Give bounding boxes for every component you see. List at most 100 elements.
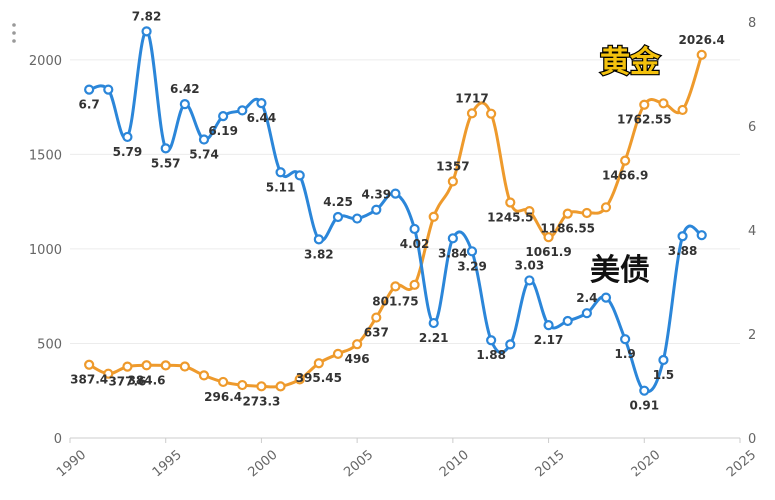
treasury-point	[543, 320, 554, 331]
treasury-data-label: 3.03	[515, 258, 545, 272]
gold-point	[677, 104, 688, 116]
gold-point	[275, 381, 286, 392]
y-left-tick-label: 0	[54, 432, 62, 447]
watermark-text: 雪球：Adada盘	[600, 465, 715, 484]
gold-point	[581, 207, 592, 219]
gold-point	[218, 376, 229, 388]
gold-data-label: 496	[345, 352, 370, 366]
treasury-point	[562, 315, 573, 327]
treasury-point	[352, 213, 363, 224]
treasury-point	[409, 223, 420, 235]
gold-point	[179, 361, 190, 372]
treasury-data-label: 6.7	[79, 98, 100, 112]
gold-data-label: 1186.55	[540, 222, 595, 236]
y-right-tick-label: 6	[748, 120, 756, 135]
treasury-data-label: 3.84	[438, 246, 468, 260]
gold-point	[332, 348, 344, 359]
y-left-tick-label: 1500	[29, 148, 62, 163]
treasury-point	[160, 143, 171, 154]
treasury-point	[466, 246, 478, 257]
treasury-point	[332, 211, 344, 223]
gold-point	[141, 360, 152, 371]
treasury-point	[390, 188, 401, 199]
watermark: 雪球：Adada盘	[571, 465, 715, 484]
treasury-data-label: 4.02	[400, 237, 430, 251]
treasury-data-label: 3.88	[668, 244, 698, 258]
treasury-data-label: 0.91	[629, 399, 659, 413]
gold-data-label: 1466.9	[602, 169, 648, 183]
gold-point	[543, 232, 554, 243]
treasury-point	[428, 317, 439, 329]
treasury-data-label: 7.82	[132, 9, 162, 23]
gold-point	[696, 49, 707, 60]
snowball-icon	[571, 466, 597, 482]
y-left-tick-label: 2000	[29, 54, 62, 69]
treasury-data-label: 3.29	[457, 259, 487, 273]
treasury-point	[524, 275, 535, 286]
y-left-tick-label: 500	[37, 337, 62, 352]
gold-point	[620, 155, 631, 166]
gold-point	[447, 176, 458, 187]
gold-data-label: 384.6	[128, 373, 166, 387]
gold-point	[84, 359, 95, 370]
treasury-point	[505, 339, 516, 350]
treasury-data-label: 5.79	[113, 145, 143, 159]
gold-data-label: 273.3	[242, 394, 280, 408]
treasury-point	[218, 111, 229, 122]
treasury-point	[600, 292, 612, 303]
treasury-data-label: 3.82	[304, 247, 334, 261]
gold-point	[562, 208, 573, 219]
gold-data-label: 2026.4	[679, 33, 725, 47]
treasury-point	[447, 233, 458, 244]
treasury-data-label: 2.4	[576, 291, 597, 305]
gold-point	[294, 374, 305, 385]
y-right-tick-label: 0	[748, 432, 756, 447]
gold-point	[600, 202, 612, 213]
treasury-data-label: 4.25	[323, 195, 353, 209]
gold-point	[658, 98, 669, 109]
gold-point	[256, 381, 267, 392]
gold-data-label: 1717	[455, 91, 488, 105]
gold-point	[486, 108, 497, 119]
gold-point	[313, 358, 324, 369]
treasury-point	[141, 26, 152, 37]
treasury-point	[275, 167, 286, 178]
gold-point	[371, 312, 382, 323]
gold-data-label: 1061.9	[525, 245, 571, 259]
treasury-point	[103, 84, 114, 95]
treasury-point	[198, 134, 210, 145]
y-left-tick-label: 1000	[29, 243, 62, 258]
gold-series	[84, 49, 707, 392]
treasury-point	[486, 335, 497, 346]
menu-dots-icon[interactable]	[12, 23, 16, 43]
y-right-tick-label: 2	[748, 328, 756, 343]
gold-point	[198, 370, 210, 381]
treasury-data-label: 5.11	[266, 180, 296, 194]
treasury-data-label: 1.88	[476, 348, 506, 362]
y-right-tick-label: 8	[748, 16, 756, 31]
treasury-data-label: 6.42	[170, 82, 200, 96]
treasury-point	[122, 131, 133, 143]
gold-point	[409, 279, 420, 290]
gold-point	[103, 368, 114, 379]
treasury-point	[639, 385, 650, 396]
treasury-point	[677, 231, 688, 242]
treasury-data-label: 1.5	[653, 368, 674, 382]
gold-data-label: 1245.5	[487, 210, 533, 224]
treasury-title: 美债	[590, 253, 650, 288]
gold-data-label: 1762.55	[617, 113, 672, 127]
gold-data-label: 395.45	[296, 371, 342, 385]
gold-point	[160, 360, 171, 371]
gold-data-label: 296.4	[204, 390, 242, 404]
treasury-data-label: 5.57	[151, 156, 181, 170]
gold-point	[466, 108, 478, 119]
gold-data-label: 377.6	[108, 375, 146, 389]
treasury-point	[313, 234, 324, 245]
gold-point	[122, 361, 133, 372]
gold-point	[639, 99, 650, 110]
treasury-point	[696, 230, 707, 241]
